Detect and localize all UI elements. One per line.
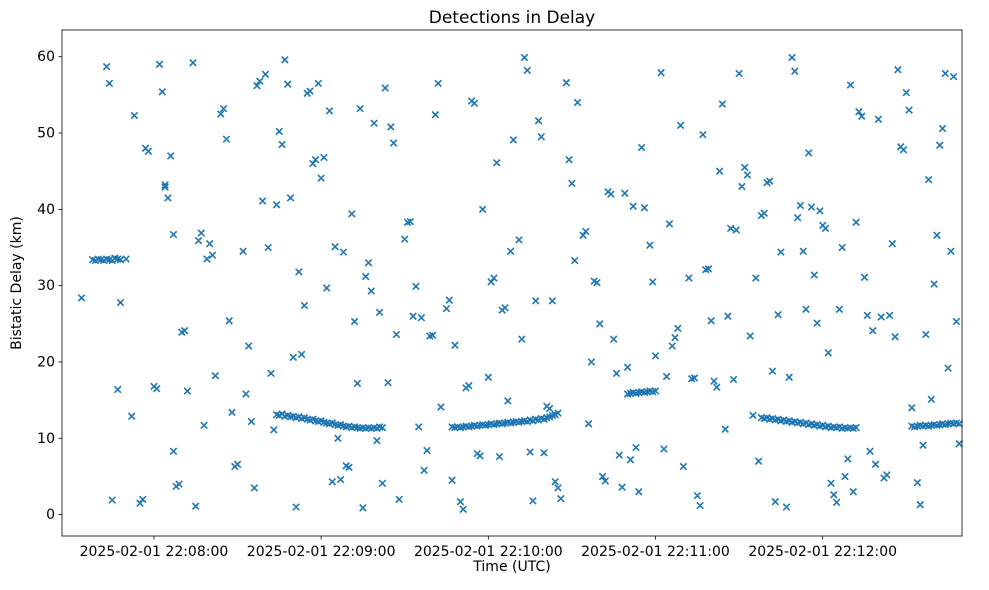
x-tick-label: 2025-02-01 22:10:00 [414, 544, 563, 560]
y-tick-label: 30 [37, 278, 55, 294]
y-tick-label: 50 [37, 126, 55, 142]
y-tick-label: 60 [37, 49, 55, 65]
plot-border [61, 29, 963, 537]
x-axis-label: Time (UTC) [473, 559, 551, 575]
chart-title: Detections in Delay [428, 8, 596, 28]
y-tick-label: 10 [37, 431, 55, 447]
y-axis-label: Bistatic Delay (km) [9, 216, 25, 350]
x-tick-label: 2025-02-01 22:11:00 [581, 544, 730, 560]
x-tick-label: 2025-02-01 22:09:00 [247, 544, 396, 560]
x-tick-label: 2025-02-01 22:12:00 [748, 544, 897, 560]
x-tick-label: 2025-02-01 22:08:00 [80, 544, 229, 560]
y-tick-label: 20 [37, 354, 55, 370]
y-tick-label: 0 [46, 507, 55, 523]
scatter-points [77, 53, 963, 514]
y-tick-label: 40 [37, 202, 55, 218]
